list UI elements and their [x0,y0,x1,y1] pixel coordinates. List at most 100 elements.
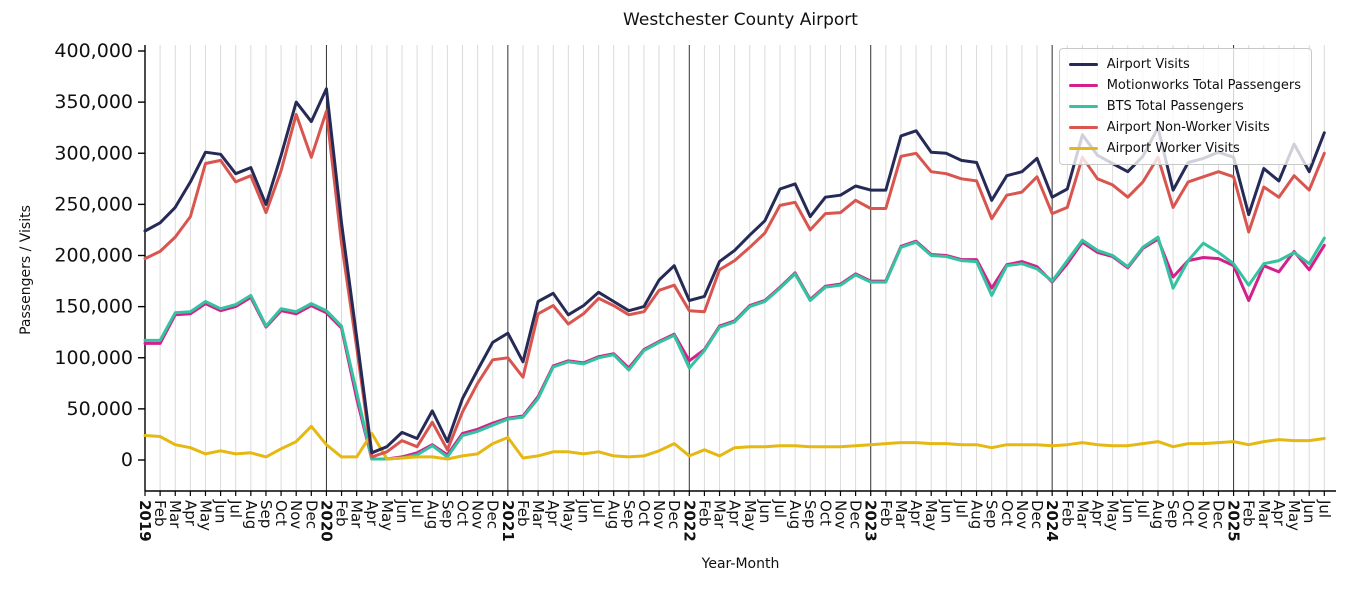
x-tick-label-month: Oct [454,500,472,526]
x-tick-label-month: Feb [514,500,532,527]
x-tick-label-month: Jun [1119,499,1137,523]
x-tick-label-month: May [1104,500,1122,531]
legend-swatch-bts-total-passengers [1068,104,1098,109]
x-tick-label-month: Sep [620,500,638,528]
x-tick-label-month: Oct [272,500,290,526]
x-tick-label-month: Jun [574,499,592,523]
x-tick-label-month: Mar [529,500,547,529]
x-tick-label-month: May [922,500,940,531]
x-tick-label-month: Nov [1013,500,1031,529]
legend-label-motionworks-total-passengers: Motionworks Total Passengers [1106,78,1301,93]
x-tick-label-month: Apr [907,500,925,527]
x-axis-label: Year-Month [701,556,780,572]
x-tick-label-month: Oct [816,500,834,526]
x-tick-label-month: Sep [801,500,819,528]
x-tick-label-month: Mar [1073,500,1091,529]
axes-spines [144,45,1336,492]
series-line-airport-worker-visits [143,424,1326,461]
x-tick-label-month: Oct [998,500,1016,526]
x-tick-label-month: Oct [635,500,653,526]
x-tick-label-month: Apr [1089,500,1107,527]
x-tick-label-month: May [378,500,396,531]
x-tick-label-month: Sep [983,500,1001,528]
x-tick-label-month: Feb [333,500,351,527]
x-tick-label-year: 2023 [862,500,880,542]
legend-swatch-motionworks-total-passengers [1068,83,1098,88]
x-tick-label-month: Nov [287,500,305,529]
x-tick-label-month: Jul [1134,499,1152,518]
x-tick-label-month: May [741,500,759,531]
x-tick-label-month: Mar [1255,500,1273,529]
x-tick-label-month: Dec [484,500,502,529]
x-tick-label-month: May [1285,500,1303,531]
x-tick-label-month: Feb [151,500,169,527]
x-tick-label-year: 2025 [1225,500,1243,542]
x-tick-label-month: Dec [302,500,320,529]
x-tick-label-month: Feb [1058,500,1076,527]
y-tick-label: 50,000 [67,398,133,420]
chart-title: Westchester County Airport [623,10,858,30]
legend: Airport Visits Motionworks Total Passeng… [1058,48,1312,165]
x-tick-label-month: Feb [1240,500,1258,527]
x-tick-label-month: Jun [937,499,955,523]
x-tick-label-month: Jul [227,499,245,518]
x-tick-label-year: 2021 [499,500,517,542]
legend-swatch-airport-non-worker-visits [1068,125,1098,130]
x-tick-label-month: Dec [1209,500,1227,529]
x-tick-label-month: Jul [771,499,789,518]
x-tick-label-month: May [559,500,577,531]
legend-item-airport-visits: Airport Visits [1068,56,1301,73]
legend-item-airport-non-worker-visits: Airport Non-Worker Visits [1068,119,1301,136]
x-tick-label-month: Aug [968,500,986,529]
x-tick-label-month: Apr [181,500,199,527]
x-tick-label-month: Mar [348,500,366,529]
legend-label-airport-non-worker-visits: Airport Non-Worker Visits [1106,120,1270,135]
x-tick-label-month: Apr [1270,500,1288,527]
x-tick-label-month: Oct [1179,500,1197,526]
x-tick-label-month: Nov [650,500,668,529]
legend-swatch-airport-worker-visits [1068,146,1098,151]
legend-label-airport-visits: Airport Visits [1106,57,1190,72]
x-tick-label-year: 2020 [317,500,335,542]
x-tick-label-month: Jun [756,499,774,523]
x-tick-label-month: Aug [786,500,804,529]
x-tick-label-year: 2019 [136,500,154,542]
x-tick-label-month: Feb [877,500,895,527]
x-tick-label-month: Feb [695,500,713,527]
x-tick-label-month: Aug [605,500,623,529]
x-tick-label-month: Aug [423,500,441,529]
legend-label-bts-total-passengers: BTS Total Passengers [1106,99,1244,114]
legend-item-bts-total-passengers: BTS Total Passengers [1068,98,1301,115]
y-tick-label: 350,000 [54,91,133,113]
x-tick-label-month: Dec [665,500,683,529]
y-tick-label: 0 [121,449,133,471]
y-axis-label: Passengers / Visits [18,205,34,335]
y-tick-label: 200,000 [54,245,133,267]
x-tick-label-month: Jul [1315,499,1333,518]
x-tick-label-month: Apr [544,500,562,527]
x-tick-label-month: Dec [847,500,865,529]
y-tick-label: 400,000 [54,40,133,62]
x-tick-label-month: Jul [590,499,608,518]
x-tick-label-year: 2022 [680,500,698,542]
x-axis-ticks: 2019FebMarAprMayJunJulAugSepOctNovDec202… [136,491,1333,542]
x-tick-label-month: Apr [726,500,744,527]
legend-label-airport-worker-visits: Airport Worker Visits [1106,141,1240,156]
x-tick-label-month: Apr [363,500,381,527]
series-line-bts-total-passengers [143,235,1326,461]
y-axis-ticks: 0 50,000 100,000 150,000 200,000 250,000 300,0… [54,40,145,471]
legend-item-motionworks-total-passengers: Motionworks Total Passengers [1068,77,1301,94]
y-tick-label: 150,000 [54,296,133,318]
x-tick-label-month: Nov [1194,500,1212,529]
series-line-airport-visits [143,87,1326,455]
y-tick-label: 250,000 [54,193,133,215]
x-tick-label-month: Aug [242,500,260,529]
x-tick-label-month: Aug [1149,500,1167,529]
x-tick-label-month: Jun [393,499,411,523]
x-tick-label-month: Sep [438,500,456,528]
series-line-airport-non-worker-visits [143,109,1326,459]
x-tick-label-month: Nov [469,500,487,529]
x-tick-label-month: Sep [1164,500,1182,528]
